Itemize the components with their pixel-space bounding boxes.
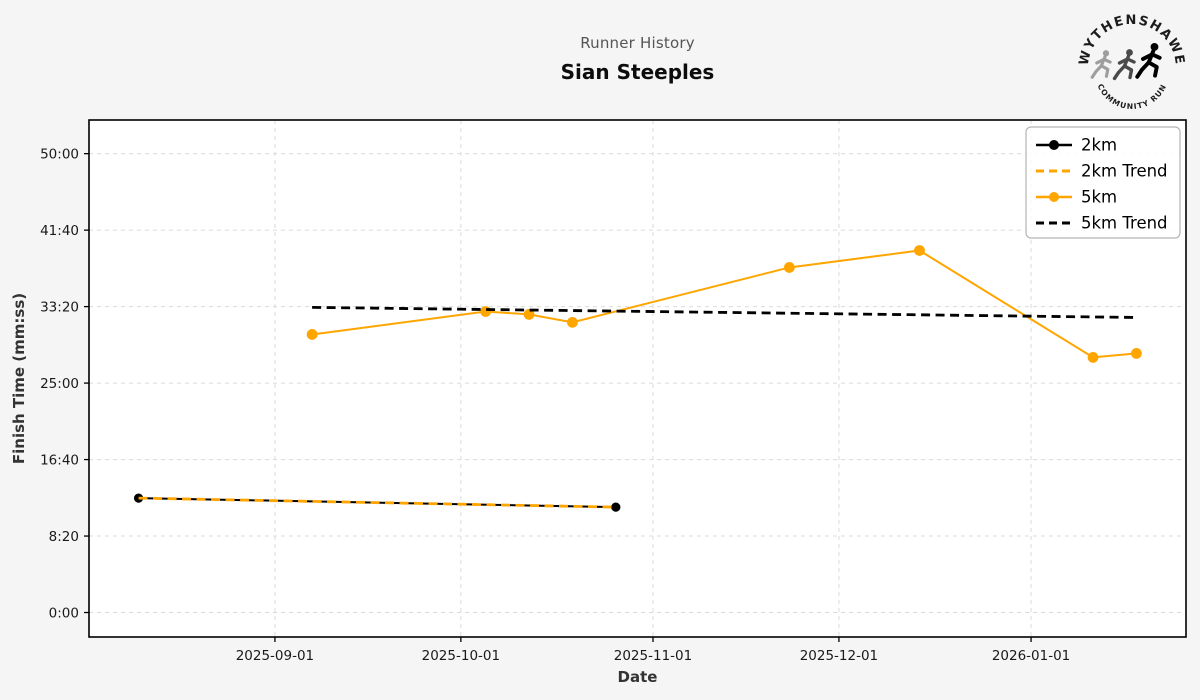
- x-tick-label: 2025-11-01: [614, 648, 692, 664]
- series-line-5km: [311, 249, 1137, 359]
- runner-icon: [1090, 48, 1112, 79]
- x-tick-label: 2025-10-01: [422, 648, 500, 664]
- y-tick-label: 0:00: [49, 605, 79, 621]
- plot-area: [89, 120, 1186, 637]
- series-marker-5km: [1131, 348, 1142, 359]
- legend-label-5km-trend: 5km Trend: [1081, 214, 1168, 233]
- series-marker-5km: [783, 262, 795, 273]
- logo-top-text: WYTHENSHAWE: [1077, 13, 1187, 67]
- x-tick-label: 2025-09-01: [236, 648, 314, 664]
- x-tick-label: 2025-12-01: [800, 648, 878, 664]
- x-tick-label: 2026-01-01: [992, 648, 1070, 664]
- wythenshawe-community-run-logo: WYTHENSHAWE COMMUNITY RUN: [1077, 13, 1187, 111]
- series-marker-5km: [480, 306, 492, 317]
- y-tick-label: 33:20: [40, 299, 79, 315]
- logo-bottom-text: COMMUNITY RUN: [1096, 82, 1169, 111]
- axes-frame: [88, 119, 1187, 638]
- legend-box: [1025, 126, 1181, 239]
- legend-marker: [1049, 140, 1059, 150]
- y-tick-label: 41:40: [40, 223, 79, 239]
- legend-marker: [1049, 192, 1059, 202]
- series-marker-2km: [611, 502, 621, 512]
- series-line-2km-trend: [138, 496, 616, 509]
- y-tick-label: 16:40: [40, 452, 79, 468]
- series-marker-5km: [306, 329, 318, 340]
- series-line-5km-trend: [312, 305, 1137, 319]
- runner-icon: [1112, 47, 1136, 81]
- legend-label-2km-trend: 2km Trend: [1081, 162, 1168, 181]
- legend-label-5km: 5km: [1081, 188, 1117, 207]
- y-axis-label: Finish Time (mm:ss): [10, 293, 28, 464]
- y-tick-label: 25:00: [40, 376, 79, 392]
- series-marker-5km: [523, 309, 535, 320]
- series-marker-5km: [1087, 351, 1099, 363]
- runner-icon: [1135, 41, 1162, 79]
- legend-label-2km: 2km: [1081, 136, 1117, 155]
- y-tick-label: 8:20: [49, 529, 79, 545]
- y-tick-label: 50:00: [40, 146, 79, 162]
- x-axis-label: Date: [618, 668, 658, 686]
- series-marker-5km: [567, 316, 578, 328]
- series-marker-5km: [914, 245, 925, 256]
- series-marker-2km: [133, 493, 144, 503]
